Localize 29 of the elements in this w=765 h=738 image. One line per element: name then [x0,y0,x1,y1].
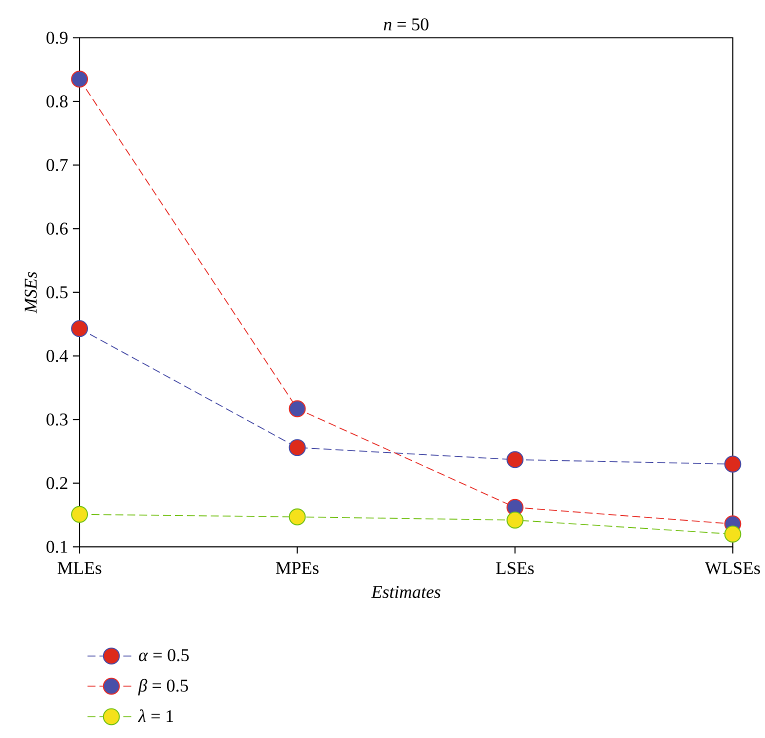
y-tick-label: 0.7 [46,159,68,172]
y-tick-label: 0.9 [46,32,68,44]
y-tick-label: 0.3 [46,414,68,426]
x-tick-label: MPEs [276,562,319,574]
point [506,512,524,529]
y-tick-label: 0.8 [46,95,68,108]
point [288,508,306,526]
y-axis-title: MSEs [24,272,37,314]
point [288,439,306,456]
y-tick-label: 0.4 [46,350,68,362]
point [71,70,88,88]
x-tick-label: WLSEs [704,562,760,574]
point [288,400,306,418]
legend-label: β = 0.5 [138,679,188,696]
x-tick-label: MLEs [58,562,102,574]
point [506,451,524,468]
y-tick-label: 0.2 [46,477,68,490]
legend-label: α = 0.5 [138,649,189,662]
x-axis-title: Estimates [371,586,440,598]
chart-title: n = 50 [384,18,428,31]
point [724,456,742,473]
y-tick-label: 0.1 [46,540,68,554]
legend-label: λ = 1 [138,710,174,722]
point [71,506,88,523]
y-tick-label: 0.6 [46,222,68,235]
x-tick-label: LSEs [496,562,534,574]
point [71,320,88,338]
y-tick-label: 0.5 [46,286,68,299]
point [724,526,742,543]
